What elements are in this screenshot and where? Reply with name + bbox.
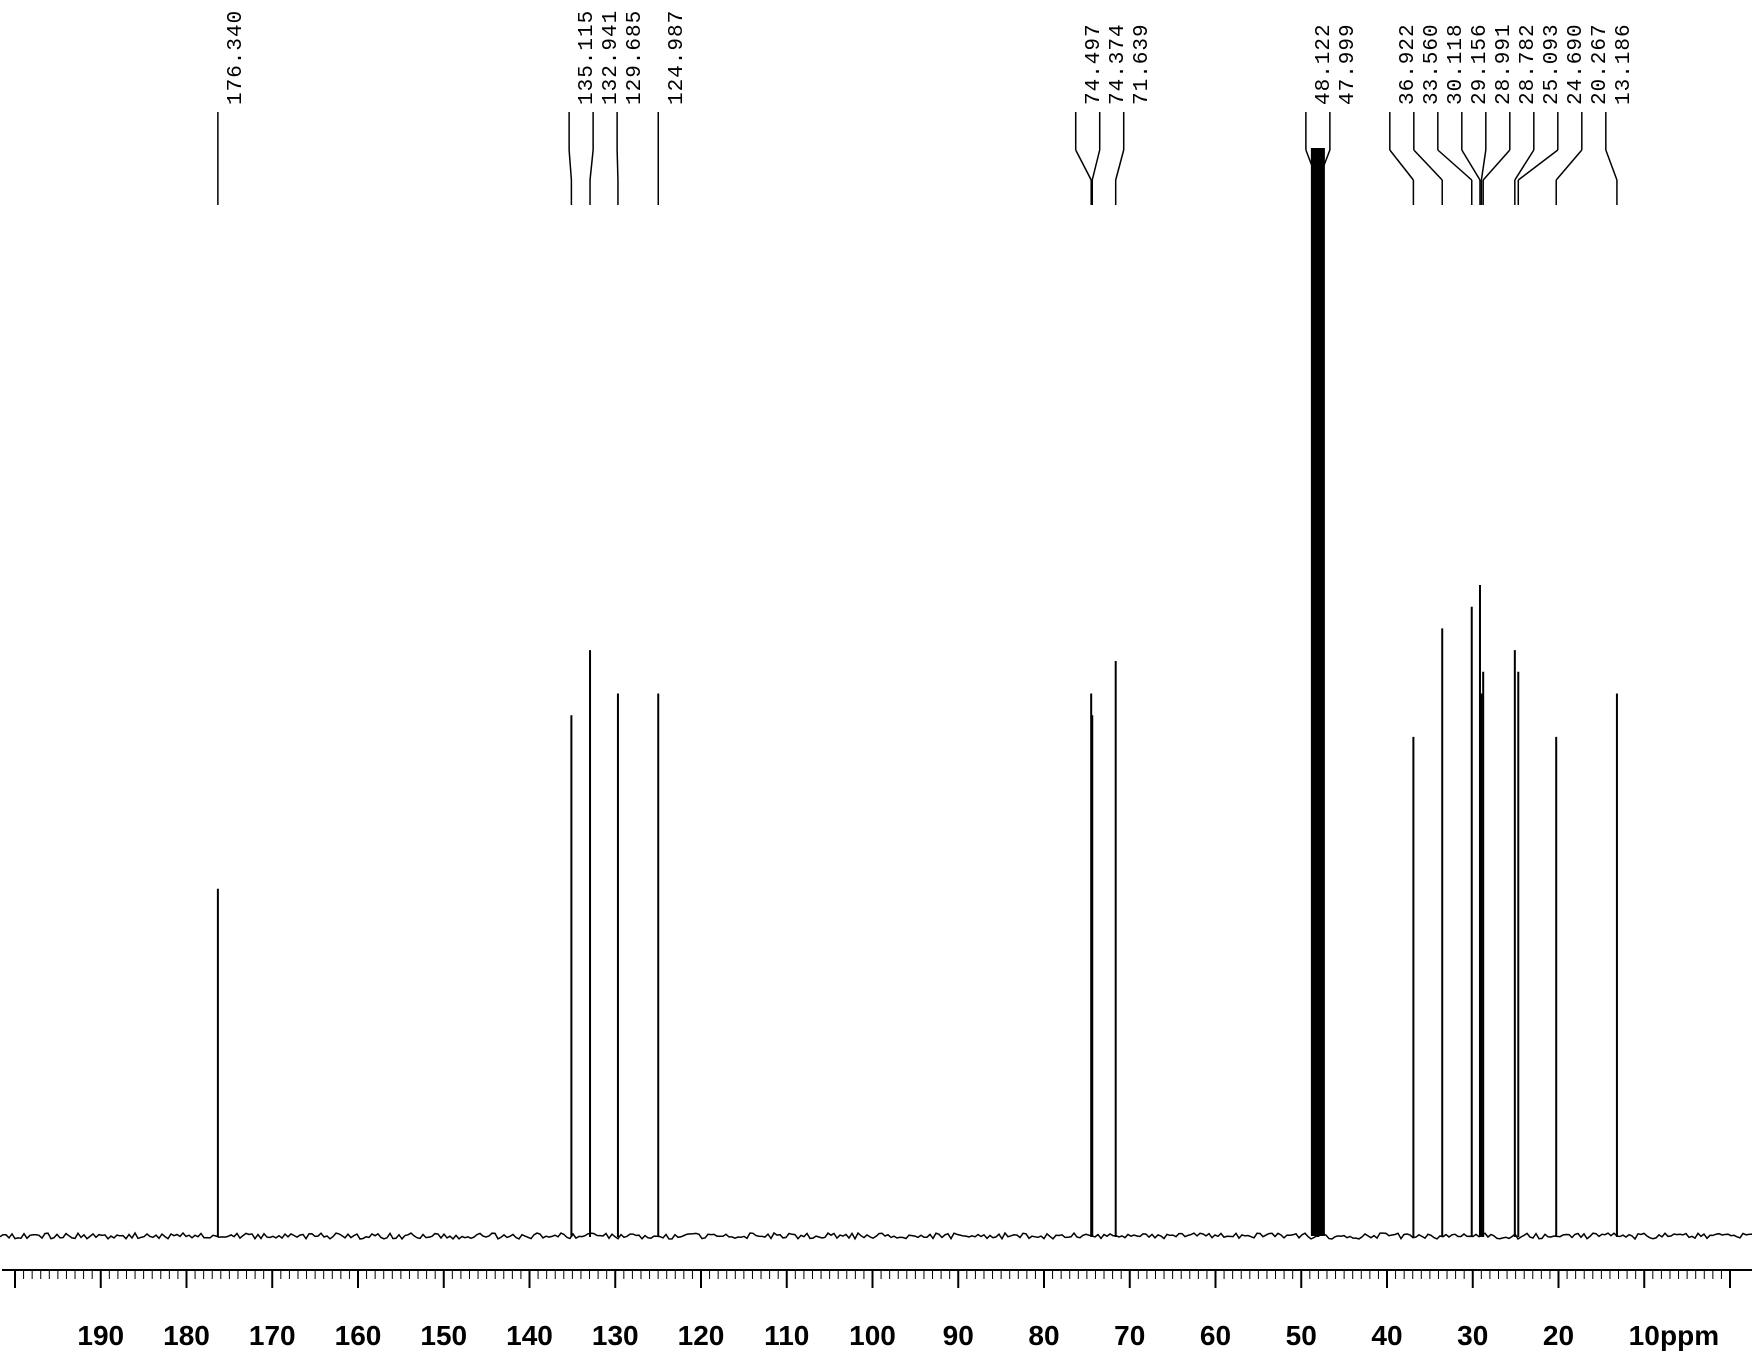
axis-tick-label: 50 <box>1286 1320 1317 1352</box>
peak-value-label: 33.560 <box>1421 23 1444 105</box>
peak-value-label: 20.267 <box>1589 23 1612 105</box>
axis-tick-label: 130 <box>592 1320 639 1352</box>
peak-value-label: 74.374 <box>1107 23 1130 105</box>
axis-tick-label: 90 <box>943 1320 974 1352</box>
peak-value-label: 47.999 <box>1337 23 1360 105</box>
peak-value-label: 28.782 <box>1517 23 1540 105</box>
peak-value-label: 129.685 <box>624 10 647 105</box>
axis-tick-label: 10 <box>1629 1320 1660 1352</box>
peak-value-label: 132.941 <box>600 10 623 105</box>
axis-tick-label: 110 <box>764 1320 809 1352</box>
peak-value-label: 36.922 <box>1397 23 1420 105</box>
peak-value-label: 30.118 <box>1445 23 1468 105</box>
axis-tick-label: 120 <box>678 1320 725 1352</box>
axis-tick-label: 70 <box>1114 1320 1145 1352</box>
axis-tick-label: 40 <box>1371 1320 1402 1352</box>
peak-value-label: 176.340 <box>225 10 248 105</box>
axis-tick-label: 60 <box>1200 1320 1231 1352</box>
axis-tick-label: 180 <box>163 1320 210 1352</box>
axis-tick-label: 190 <box>77 1320 124 1352</box>
peak-value-label: 135.115 <box>576 10 599 105</box>
peak-value-label: 48.122 <box>1313 23 1336 105</box>
axis-tick-label: 30 <box>1457 1320 1488 1352</box>
axis-tick-label: 20 <box>1543 1320 1574 1352</box>
axis-tick-label: 150 <box>420 1320 467 1352</box>
axis-tick-label: 100 <box>849 1320 896 1352</box>
peak-value-label: 74.497 <box>1083 23 1106 105</box>
peak-value-label: 71.639 <box>1131 23 1154 105</box>
peak-value-label: 13.186 <box>1613 23 1636 105</box>
axis-tick-label: 160 <box>335 1320 382 1352</box>
peak-value-label: 28.991 <box>1493 23 1516 105</box>
peak-value-label: 25.093 <box>1541 23 1564 105</box>
peak-value-label: 24.690 <box>1565 23 1588 105</box>
axis-unit-label: ppm <box>1660 1320 1719 1352</box>
peak-value-label: 124.987 <box>666 10 689 105</box>
axis-tick-label: 80 <box>1028 1320 1059 1352</box>
axis-tick-label: 170 <box>249 1320 296 1352</box>
nmr-spectrum <box>0 0 1754 1352</box>
axis-tick-label: 140 <box>506 1320 553 1352</box>
peak-value-label: 29.156 <box>1469 23 1492 105</box>
